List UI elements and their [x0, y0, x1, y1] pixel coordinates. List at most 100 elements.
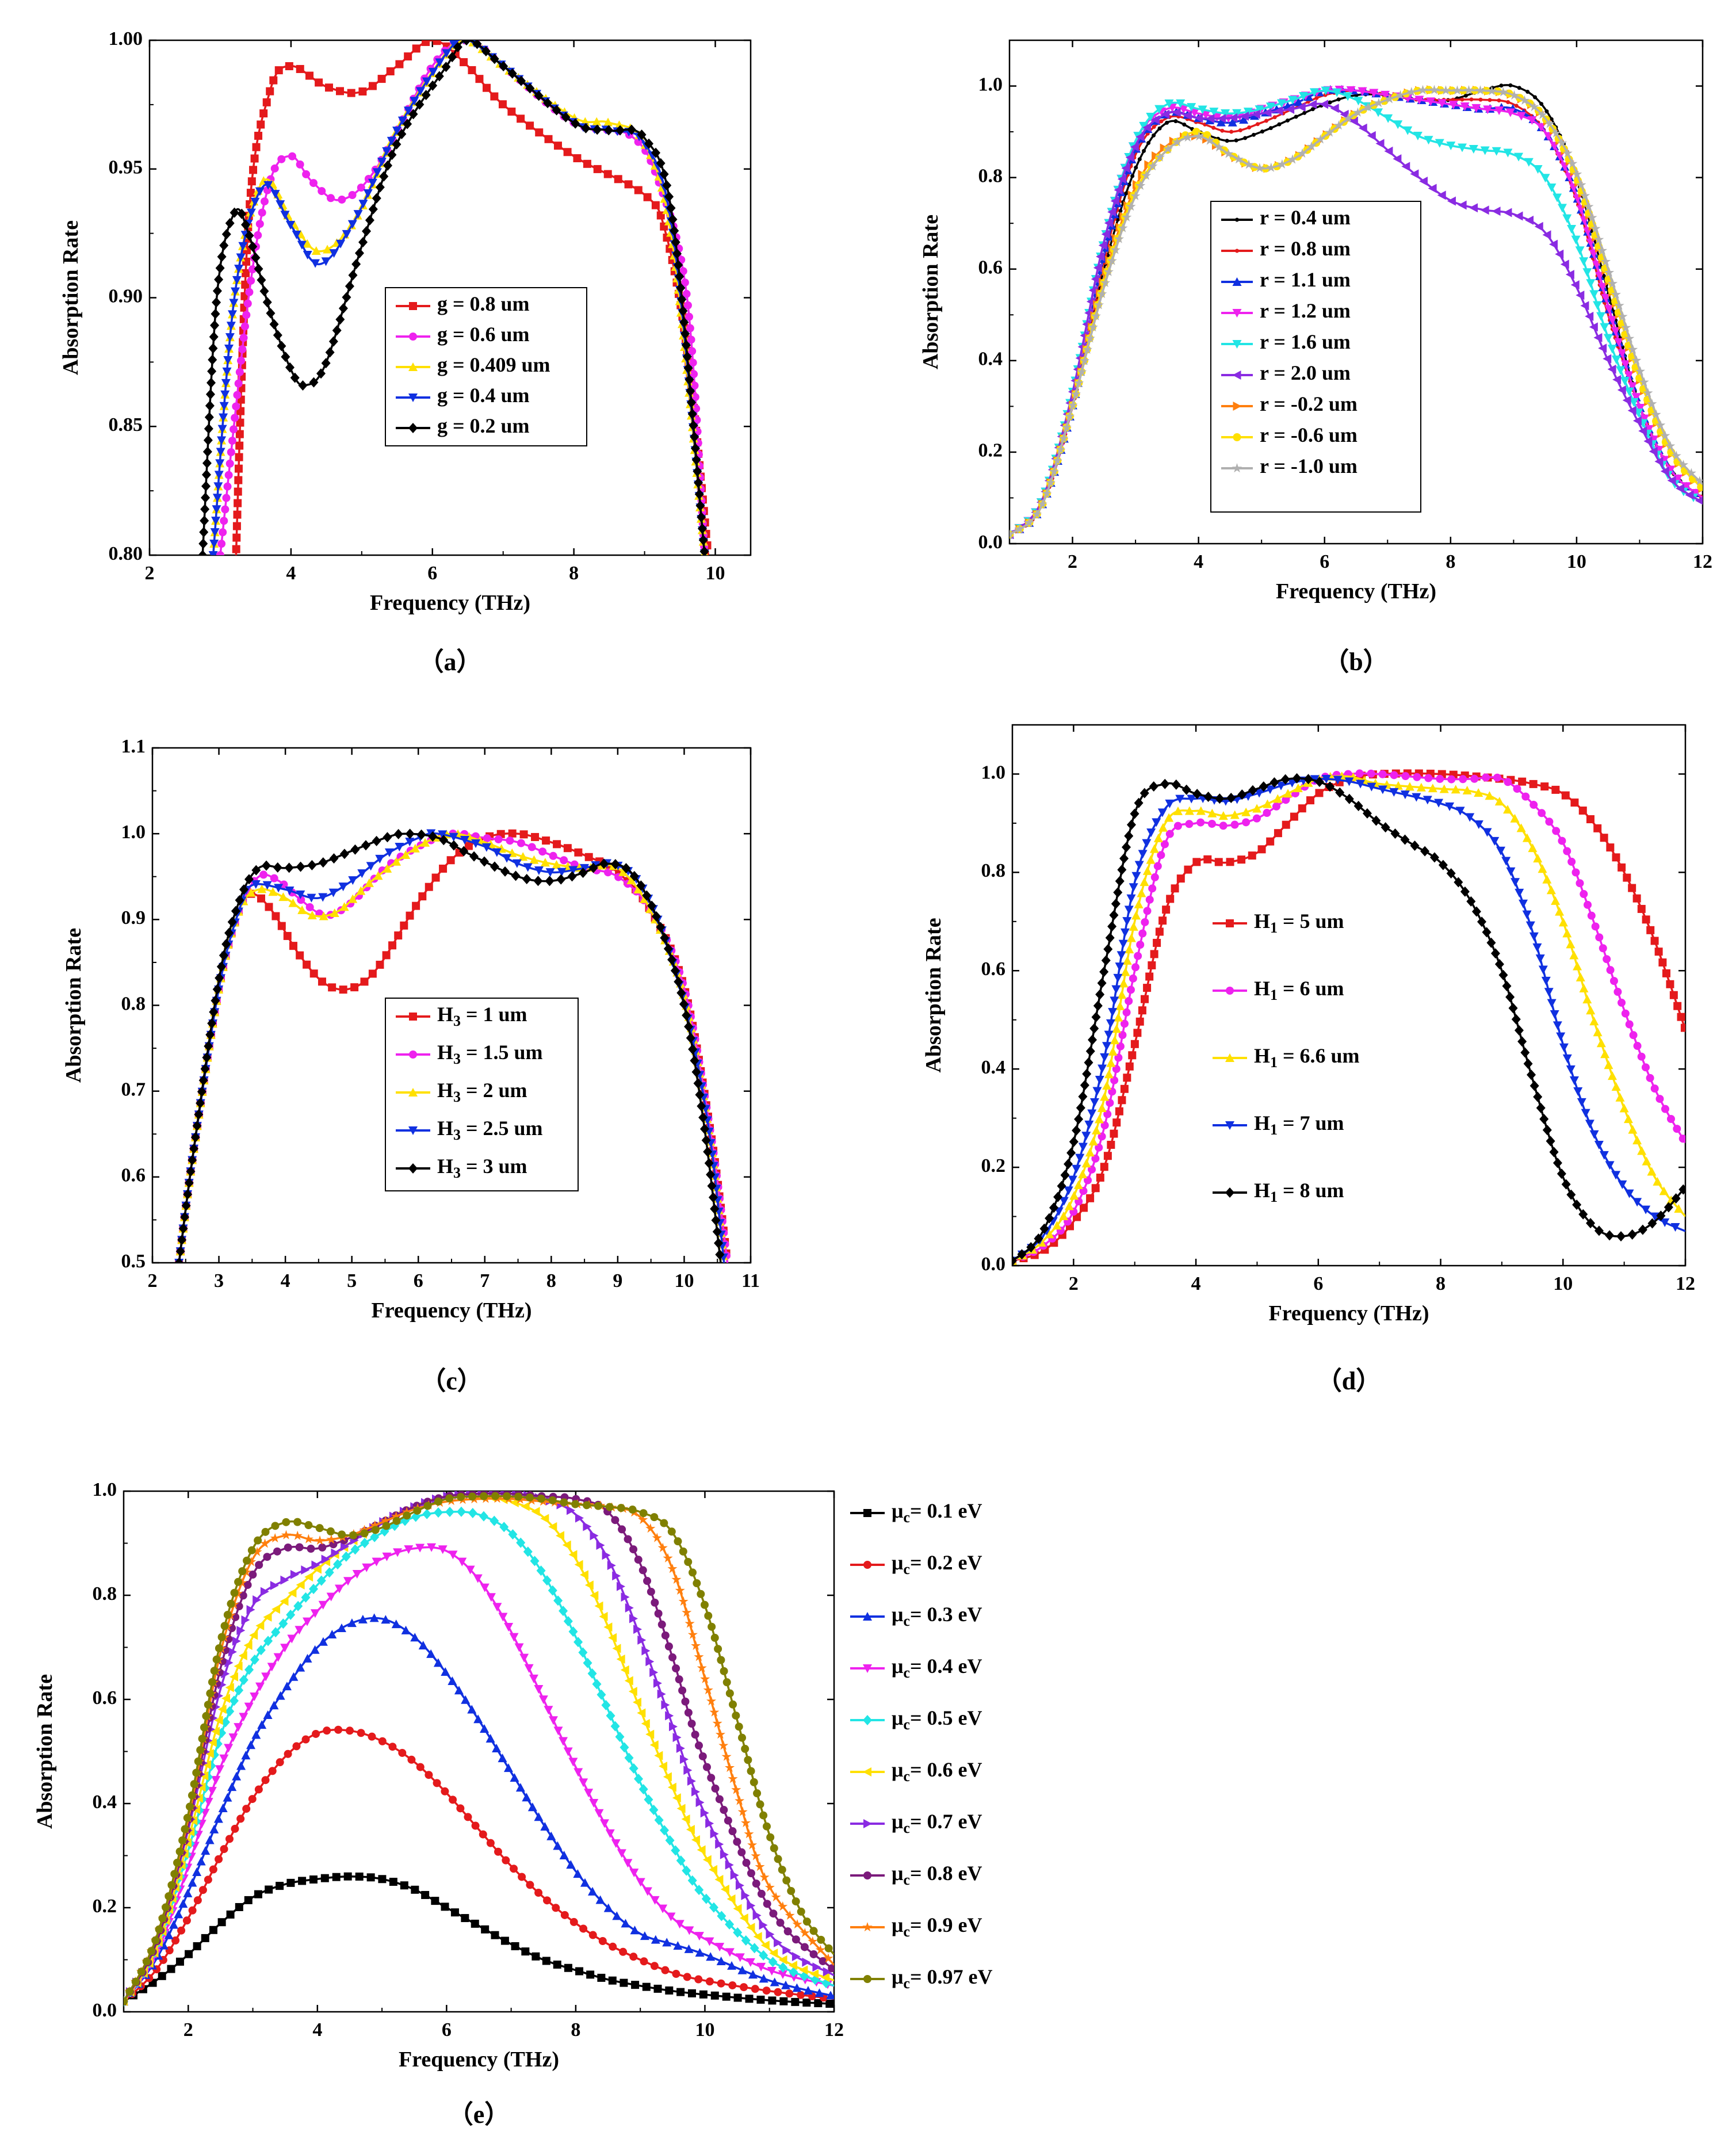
x-tick-label: 2: [1068, 551, 1077, 572]
data-point: [393, 1548, 403, 1557]
data-point: [375, 182, 385, 193]
y-tick-label: 0.90: [109, 285, 143, 307]
data-point: [1086, 1194, 1095, 1202]
data-point: [1646, 926, 1655, 934]
data-point: [1280, 774, 1290, 785]
series-9: [124, 1493, 834, 2006]
data-point: [1658, 958, 1667, 966]
data-point: [1163, 144, 1173, 154]
data-point: [231, 1824, 239, 1833]
legend-item: r = 1.2 um: [1221, 299, 1351, 322]
data-point: [1608, 278, 1618, 288]
legend-marker: [1233, 433, 1241, 441]
data-point: [1667, 476, 1676, 486]
data-point: [1287, 154, 1298, 164]
data-point: [1671, 450, 1681, 460]
data-point: [1130, 174, 1135, 178]
data-point: [259, 870, 268, 879]
data-point: [670, 226, 679, 236]
data-point: [1274, 106, 1283, 116]
data-point: [1214, 142, 1224, 152]
data-point: [629, 1545, 638, 1554]
data-point: [715, 1795, 724, 1804]
data-point: [1103, 266, 1114, 276]
data-point: [1676, 484, 1685, 494]
data-point: [603, 1903, 613, 1912]
data-point: [1112, 1118, 1121, 1127]
data-point: [1518, 777, 1527, 786]
data-point: [1115, 962, 1125, 972]
data-point: [231, 603, 239, 611]
data-point: [573, 154, 582, 163]
data-point: [449, 1795, 457, 1804]
data-point: [1124, 906, 1134, 915]
data-point: [564, 1963, 572, 1972]
data-point: [519, 830, 528, 839]
data-point: [1139, 121, 1149, 131]
data-point: [252, 1546, 262, 1556]
data-point: [1111, 985, 1121, 994]
data-point: [1546, 1136, 1555, 1147]
data-point: [366, 1873, 375, 1882]
data-point: [1078, 1091, 1088, 1102]
data-point: [1105, 933, 1115, 943]
data-point: [165, 1892, 173, 1901]
data-point: [626, 124, 636, 135]
data-point: [689, 420, 698, 431]
data-point: [615, 1732, 625, 1743]
data-point: [328, 336, 338, 347]
data-point: [815, 1944, 825, 1954]
data-point: [725, 1919, 735, 1930]
data-point: [710, 1204, 720, 1214]
data-point: [1600, 323, 1609, 332]
x-tick-label: 4: [1191, 1273, 1201, 1294]
data-point: [662, 180, 672, 191]
data-point: [730, 1870, 739, 1880]
data-point: [1483, 105, 1493, 114]
data-point: [517, 75, 526, 86]
data-point: [422, 1508, 432, 1519]
data-point: [183, 1813, 192, 1822]
data-point: [724, 1816, 732, 1825]
data-point: [588, 862, 598, 873]
data-point: [1606, 843, 1615, 852]
data-point: [1503, 208, 1512, 217]
data-point: [1482, 773, 1490, 782]
data-point: [366, 862, 376, 871]
data-point: [1152, 818, 1161, 827]
data-point: [201, 492, 211, 503]
data-point: [741, 1935, 751, 1946]
data-point: [1126, 201, 1136, 211]
data-point: [778, 1901, 788, 1911]
data-point: [1314, 777, 1324, 788]
data-point: [1320, 100, 1329, 109]
data-point: [1697, 483, 1703, 491]
data-point: [1321, 774, 1331, 784]
legend-label: H3 = 2.5 um: [437, 1117, 543, 1143]
data-point: [1477, 916, 1487, 927]
data-point: [735, 1953, 745, 1962]
data-point: [211, 1726, 220, 1736]
data-point: [192, 1121, 202, 1132]
data-point: [285, 886, 295, 895]
data-point: [1618, 998, 1626, 1007]
data-point: [709, 1902, 718, 1913]
data-point: [502, 854, 512, 863]
data-point: [1527, 1069, 1536, 1080]
data-point: [596, 1689, 606, 1700]
data-point: [1685, 490, 1694, 500]
data-point: [1514, 1025, 1524, 1036]
data-point: [791, 1897, 800, 1906]
data-point: [656, 922, 666, 933]
data-point: [728, 1774, 738, 1783]
data-point: [200, 1064, 210, 1075]
data-point: [682, 1607, 692, 1617]
data-point: [210, 528, 220, 537]
legend-item: H1 = 8 um: [1213, 1179, 1344, 1205]
data-point: [271, 1522, 280, 1530]
data-point: [338, 195, 346, 204]
data-point: [1146, 112, 1156, 121]
data-point: [197, 1782, 206, 1792]
data-point: [337, 1623, 346, 1632]
x-tick-label: 11: [741, 1270, 760, 1292]
